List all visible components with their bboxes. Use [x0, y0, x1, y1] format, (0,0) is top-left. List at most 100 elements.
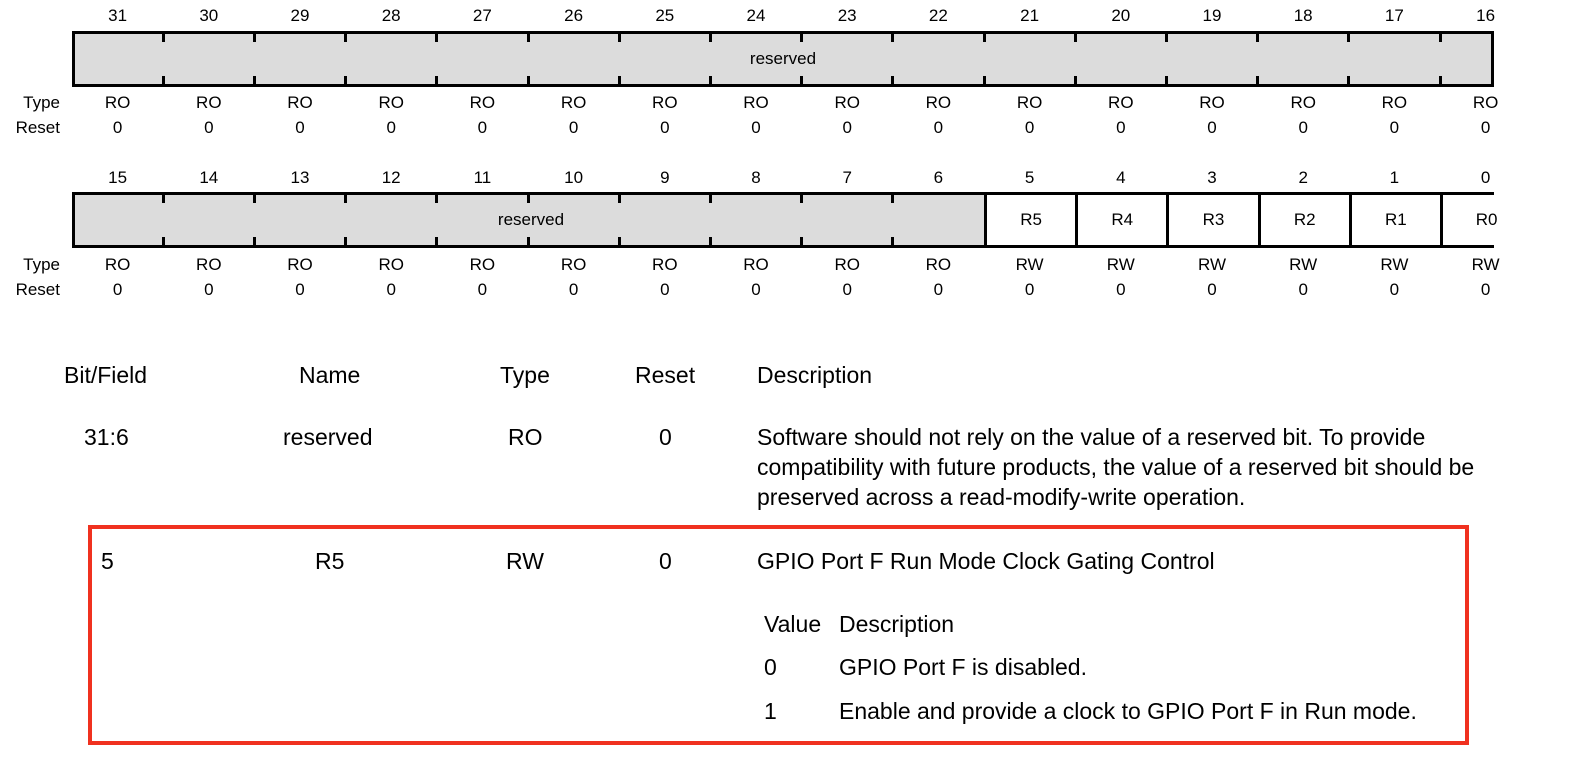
bit-type: RO	[652, 93, 678, 112]
bit-number: 25	[655, 6, 675, 25]
bit-reset: 0	[477, 280, 488, 299]
register-tick	[435, 34, 439, 42]
bit-reset: 0	[1116, 118, 1126, 137]
bit-type: RO	[1016, 93, 1043, 112]
reset-label-upper: Reset	[15, 118, 60, 137]
register-tick	[526, 76, 530, 84]
register-tick	[526, 34, 530, 42]
register-tick	[252, 237, 256, 245]
register-tick	[708, 237, 712, 245]
bit-reset: 0	[568, 118, 579, 137]
register-tick	[252, 195, 256, 203]
register-tick	[435, 195, 439, 203]
header-name: Name	[299, 362, 361, 388]
row-r5-type: RW	[506, 548, 544, 574]
register-tick	[891, 34, 895, 42]
bit-number: 19	[1202, 6, 1222, 25]
bit-type: RW	[1380, 255, 1409, 274]
bit-number: 0	[1480, 168, 1491, 187]
register-tick	[617, 237, 621, 245]
register-tick	[1256, 76, 1260, 84]
bit-reset: 0	[660, 118, 670, 137]
register-tick	[1347, 76, 1351, 84]
bit-type: RW	[1289, 255, 1318, 274]
bit-type: RW	[1106, 255, 1135, 274]
bit-number: 15	[108, 168, 128, 187]
register-tick	[252, 34, 256, 42]
bit-reset: 0	[386, 118, 396, 137]
header-type: Type	[500, 362, 550, 388]
bit-reset: 0	[1298, 280, 1308, 299]
bit-number: 30	[199, 6, 219, 25]
bit-type: RO	[378, 93, 404, 112]
row-r5-reset: 0	[659, 548, 672, 574]
register-tick	[1073, 34, 1077, 42]
bit-type: RO	[560, 93, 587, 112]
register-tick	[891, 237, 895, 245]
bit-number: 11	[473, 168, 492, 187]
bit-type: RO	[287, 255, 313, 274]
bit-reset: 0	[1480, 118, 1491, 137]
register-tick	[161, 76, 165, 84]
bit-number: 8	[751, 168, 761, 187]
bit-reset: 0	[751, 280, 761, 299]
bit-reset: 0	[204, 118, 214, 137]
header-description: Description	[757, 362, 873, 388]
bit-reset: 0	[1207, 280, 1217, 299]
value-entry-0-desc: GPIO Port F is disabled.	[839, 654, 1087, 680]
bit-number: 7	[842, 168, 852, 187]
bit-reset: 0	[295, 118, 305, 137]
bit-number: 29	[290, 6, 310, 25]
register-tick	[435, 76, 439, 84]
register-tick	[1164, 34, 1168, 42]
bit-reset: 0	[112, 280, 123, 299]
bit-type: RO	[834, 93, 860, 112]
bit-number: 13	[290, 168, 310, 187]
row-reserved-type: RO	[508, 424, 543, 450]
bit-number: 23	[837, 6, 857, 25]
register-tick	[800, 76, 804, 84]
bit-field-r5: R5	[984, 195, 1076, 245]
reserved-field-upper: reserved	[75, 34, 1491, 84]
bit-type: RO	[1472, 93, 1499, 112]
highlight-box	[88, 525, 1469, 745]
bit-type: RO	[834, 255, 860, 274]
bit-reset: 0	[204, 280, 214, 299]
bit-number: 24	[746, 6, 766, 25]
bit-number: 12	[381, 168, 401, 187]
bit-field-r4: R4	[1075, 195, 1167, 245]
row-r5-description: GPIO Port F Run Mode Clock Gating Contro…	[757, 548, 1215, 574]
bit-type: RO	[378, 255, 404, 274]
row-r5-name: R5	[315, 548, 345, 574]
register-tick	[891, 195, 895, 203]
reserved-label-lower: reserved	[497, 210, 565, 229]
register-tick	[617, 195, 621, 203]
register-tick	[800, 237, 804, 245]
value-entry-1-desc: Enable and provide a clock to GPIO Port …	[839, 698, 1417, 724]
bit-reset: 0	[933, 118, 944, 137]
bit-number: 26	[564, 6, 584, 25]
bit-reset: 0	[1207, 118, 1217, 137]
value-table-header-description: Description	[839, 611, 955, 637]
bit-type: RO	[104, 93, 131, 112]
bit-number: 2	[1298, 168, 1308, 187]
register-upper: reserved	[72, 31, 1494, 87]
bit-type: RO	[1108, 93, 1134, 112]
bit-type: RO	[1381, 93, 1408, 112]
bit-number: 28	[381, 6, 401, 25]
bit-number: 18	[1293, 6, 1313, 25]
bit-number: 20	[1111, 6, 1131, 25]
bit-number: 14	[199, 168, 219, 187]
register-tick	[344, 34, 348, 42]
bit-reset: 0	[1116, 280, 1126, 299]
description-line: Software should not rely on the value of…	[757, 424, 1426, 450]
register-tick	[1438, 76, 1442, 84]
header-bit-field: Bit/Field	[64, 362, 148, 388]
register-tick	[344, 237, 348, 245]
description-line: preserved across a read-modify-write ope…	[757, 484, 1246, 510]
register-tick	[161, 237, 165, 245]
register-tick	[708, 195, 712, 203]
bit-type: RO	[287, 93, 313, 112]
register-tick	[708, 34, 712, 42]
row-r5-bitfield: 5	[101, 548, 114, 574]
